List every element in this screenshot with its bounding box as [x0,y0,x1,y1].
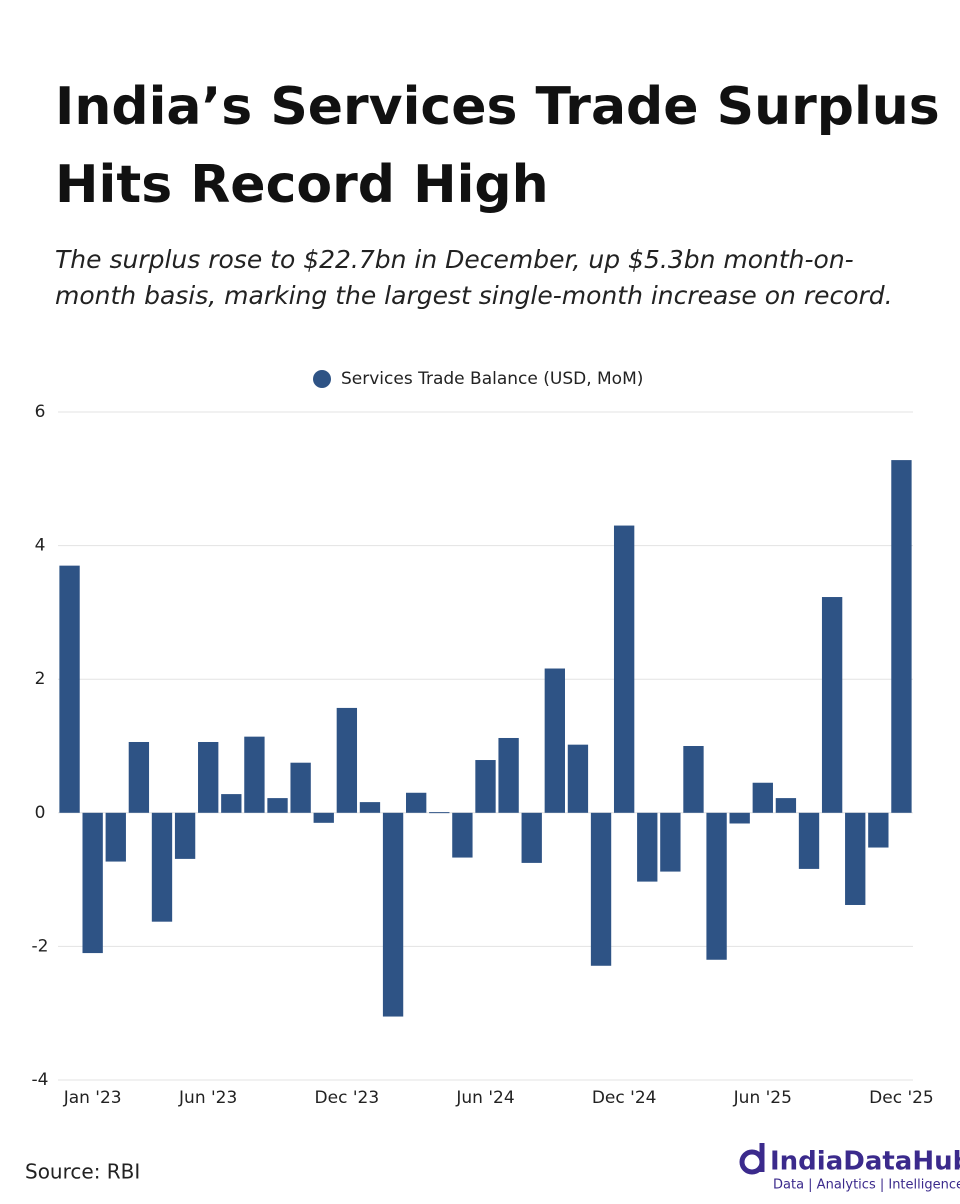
bar [359,802,381,813]
source: Source: RBI [25,1160,140,1184]
bar [174,812,196,859]
bar [475,760,496,813]
bar [567,744,589,813]
bar [845,812,866,905]
bar [660,812,681,872]
y-tick-label: 2 [35,669,46,689]
y-tick-label: 6 [35,402,46,422]
bar [313,812,334,823]
x-tick-label: Jan '23 [63,1088,122,1108]
x-tick-label: Jun '23 [178,1088,237,1108]
bar [544,668,565,813]
bar [729,812,750,824]
y-tick-label: 4 [35,536,46,556]
bar [752,782,773,813]
bar [151,812,173,922]
bar [290,762,311,813]
logo: IndiaDataHub Data | Analytics | Intellig… [739,1143,960,1193]
y-tick-label: 0 [35,803,46,823]
y-tick-label: -2 [32,936,49,956]
brand-tagline: Data | Analytics | Intelligence [773,1178,960,1193]
bar [613,525,635,813]
bar [59,565,80,813]
bar [406,792,427,813]
logo-icon [739,1149,765,1175]
bar [706,812,727,960]
bar [891,460,912,813]
bar [637,812,658,882]
legend-marker [313,370,331,388]
legend-label: Services Trade Balance (USD, MoM) [341,369,643,389]
bar [775,798,797,813]
bar [82,812,103,954]
bar [244,736,265,813]
bar [452,812,473,858]
x-tick-label: Dec '24 [592,1088,657,1108]
bar [590,812,612,966]
chart-subtitle: The surplus rose to $22.7bn in December,… [55,245,854,274]
bar [683,746,704,813]
bar [221,794,242,813]
bar [521,812,542,863]
bar [498,737,519,813]
y-tick-label: -4 [32,1070,49,1090]
bar [382,812,404,1017]
chart-title: Hits Record High [55,155,549,215]
bar [198,741,219,813]
bar [429,812,450,814]
x-tick-label: Jun '24 [455,1088,514,1108]
chart-title: India’s Services Trade Surplus [55,77,940,137]
x-tick-label: Dec '23 [315,1088,380,1108]
bar [868,812,889,848]
bar [336,707,358,813]
bar [798,812,820,869]
brand-name: IndiaDataHub [770,1147,960,1177]
x-tick-label: Dec '25 [869,1088,934,1108]
bar [267,798,288,813]
x-tick-label: Jun '25 [733,1088,792,1108]
bar [105,812,126,862]
chart-subtitle: month basis, marking the largest single-… [55,281,893,310]
bar [821,597,843,813]
bar [128,741,150,813]
